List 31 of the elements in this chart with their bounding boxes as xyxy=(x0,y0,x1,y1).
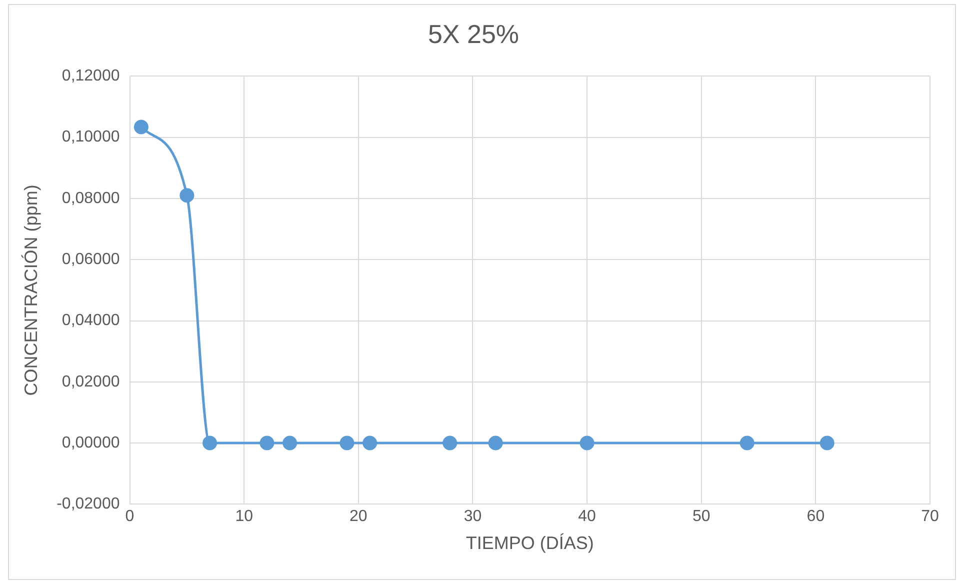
x-tick-label: 30 xyxy=(464,508,482,526)
x-tick-label: 10 xyxy=(235,508,254,526)
y-tick-label: -0,02000 xyxy=(56,496,120,513)
y-axis-title: CONCENTRACIÓN (ppm) xyxy=(20,184,41,396)
y-tick-label: 0,02000 xyxy=(62,373,120,390)
point xyxy=(580,436,594,450)
x-tick-label: 0 xyxy=(125,508,134,526)
point xyxy=(820,436,834,450)
point xyxy=(134,120,148,134)
y-tick-label: 0,10000 xyxy=(62,128,120,146)
point xyxy=(362,436,378,450)
point xyxy=(260,436,274,450)
point xyxy=(180,188,194,203)
point xyxy=(282,436,298,450)
point xyxy=(442,436,458,450)
point xyxy=(340,436,354,450)
x-tick-label: 40 xyxy=(578,508,596,526)
point xyxy=(740,436,754,450)
y-tick-label: 0,00000 xyxy=(62,434,120,452)
x-tick-label: 50 xyxy=(692,508,710,526)
y-tick-label: 0,04000 xyxy=(62,312,120,330)
point xyxy=(488,436,503,450)
point xyxy=(202,436,218,450)
x-tick-label: 70 xyxy=(921,508,939,526)
x-axis-title: TIEMPO (DÍAS) xyxy=(466,533,594,554)
x-tick-label: 60 xyxy=(806,508,825,526)
y-tick-label: 0,06000 xyxy=(62,251,120,268)
y-tick-label: 0,12000 xyxy=(62,68,120,85)
x-tick-label: 20 xyxy=(350,508,368,526)
y-tick-label: 0,08000 xyxy=(62,190,120,207)
chart-title: 5X 25% xyxy=(428,18,520,49)
